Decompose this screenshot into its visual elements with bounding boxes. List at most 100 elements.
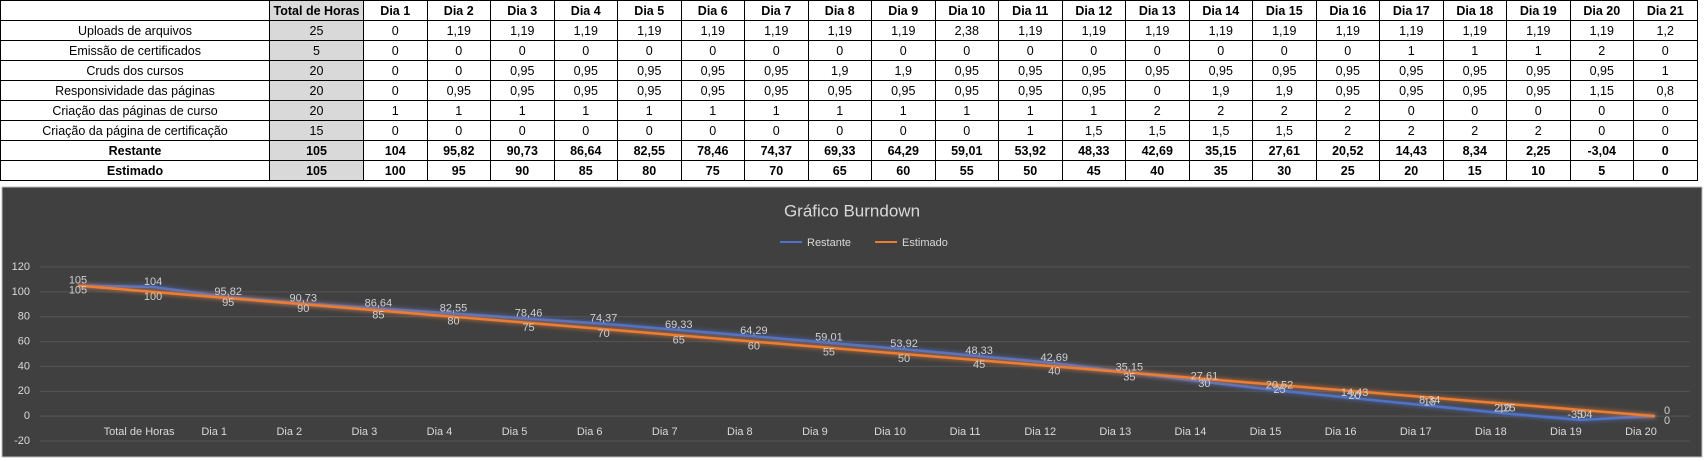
data-label: 60 bbox=[748, 340, 760, 352]
header-cell: Dia 14 bbox=[1188, 0, 1253, 21]
y-tick-label: -20 bbox=[14, 435, 30, 447]
header-cell: Dia 11 bbox=[998, 0, 1063, 21]
table-cell: 1 bbox=[1061, 100, 1126, 121]
chart-background bbox=[1, 186, 1703, 458]
table-cell: 0 bbox=[363, 60, 428, 81]
table-cell: 0 bbox=[744, 120, 809, 141]
table-cell: 1,19 bbox=[1379, 20, 1444, 41]
data-label: 50 bbox=[898, 353, 910, 365]
x-tick-label: Dia 17 bbox=[1400, 426, 1432, 438]
x-tick-label: Dia 10 bbox=[874, 426, 906, 438]
table-cell: 0 bbox=[1379, 100, 1444, 121]
row-label: Cruds dos cursos bbox=[0, 60, 270, 81]
y-tick-label: 120 bbox=[12, 261, 30, 273]
table-cell: 53,92 bbox=[998, 140, 1063, 161]
data-label: 53,92 bbox=[890, 338, 918, 350]
table-cell: 20 bbox=[269, 60, 364, 81]
table-cell: 1 bbox=[553, 100, 618, 121]
x-tick-label: Dia 12 bbox=[1024, 426, 1056, 438]
data-label: 0 bbox=[1664, 405, 1670, 417]
x-tick-label: Dia 13 bbox=[1099, 426, 1131, 438]
data-label: 48,33 bbox=[965, 345, 993, 357]
table-cell: 1,19 bbox=[807, 20, 872, 41]
data-label: 15 bbox=[1424, 396, 1436, 408]
table-cell: 0 bbox=[744, 40, 809, 61]
table-cell: 60 bbox=[871, 160, 936, 181]
data-label: 105 bbox=[69, 275, 87, 287]
table-cell: 0 bbox=[553, 40, 618, 61]
table-cell: 1,9 bbox=[1252, 80, 1317, 101]
table-cell: 0,95 bbox=[744, 60, 809, 81]
table-cell: 1 bbox=[998, 120, 1063, 141]
table-cell: 75 bbox=[680, 160, 745, 181]
table-cell: 30 bbox=[1252, 160, 1317, 181]
table-cell: 0 bbox=[1633, 120, 1698, 141]
table-cell: 0 bbox=[871, 40, 936, 61]
header-cell: Dia 2 bbox=[426, 0, 491, 21]
table-cell: 0 bbox=[1633, 160, 1698, 181]
chart-title: Gráfico Burndown bbox=[784, 201, 920, 220]
table-cell: 0,95 bbox=[1061, 60, 1126, 81]
table-cell: 10 bbox=[1506, 160, 1571, 181]
table-cell: 0,95 bbox=[1061, 80, 1126, 101]
chart: Gráfico Burndown -20020406080100120Total… bbox=[1, 186, 1703, 458]
table-cell: 0 bbox=[998, 40, 1063, 61]
table-cell: 42,69 bbox=[1125, 140, 1190, 161]
table-cell: 0,95 bbox=[1315, 60, 1380, 81]
table-cell: 0 bbox=[490, 40, 555, 61]
table-cell: 1 bbox=[1379, 40, 1444, 61]
table-cell: 20 bbox=[269, 80, 364, 101]
table-cell: 90 bbox=[490, 160, 555, 181]
series-line bbox=[77, 284, 1656, 418]
table-cell: 2 bbox=[1125, 100, 1190, 121]
data-label: 27,61 bbox=[1191, 371, 1219, 383]
data-label: 30 bbox=[1198, 378, 1210, 390]
data-label: 69,33 bbox=[665, 319, 693, 331]
table-cell: 85 bbox=[553, 160, 618, 181]
data-label: 20 bbox=[1348, 390, 1360, 402]
data-label: 0 bbox=[1664, 415, 1670, 427]
table-cell: 0 bbox=[1061, 40, 1126, 61]
table-cell: 0 bbox=[426, 120, 491, 141]
row-label: Criação das páginas de curso bbox=[0, 100, 270, 121]
x-tick-label: Dia 2 bbox=[276, 426, 302, 438]
table-cell: 74,37 bbox=[744, 140, 809, 161]
x-tick-label: Dia 20 bbox=[1625, 426, 1657, 438]
table-cell: 55 bbox=[934, 160, 999, 181]
table-cell: 0 bbox=[1569, 100, 1634, 121]
data-label: 70 bbox=[598, 328, 610, 340]
table-cell: 1,15 bbox=[1569, 80, 1634, 101]
x-tick-label: Dia 18 bbox=[1475, 426, 1507, 438]
x-tick-label: Dia 5 bbox=[502, 426, 528, 438]
data-label: 104 bbox=[144, 276, 162, 288]
table-cell: 5 bbox=[269, 40, 364, 61]
row-label: Emissão de certificados bbox=[0, 40, 270, 61]
y-tick-label: 0 bbox=[24, 410, 30, 422]
y-tick-label: 40 bbox=[18, 360, 30, 372]
row-label: Estimado bbox=[0, 160, 270, 181]
table-cell: 2 bbox=[1252, 100, 1317, 121]
y-tick-label: 80 bbox=[18, 311, 30, 323]
row-label: Restante bbox=[0, 140, 270, 161]
table-cell: 0,95 bbox=[490, 60, 555, 81]
table-cell: 65 bbox=[807, 160, 872, 181]
table-cell: 1,19 bbox=[1506, 20, 1571, 41]
table-cell: 0,95 bbox=[871, 80, 936, 101]
data-label: 74,37 bbox=[590, 313, 618, 325]
table-cell: 0,95 bbox=[1125, 60, 1190, 81]
data-label: 80 bbox=[447, 316, 459, 328]
series-line bbox=[77, 284, 1656, 422]
table-cell: 59,01 bbox=[934, 140, 999, 161]
table-cell: 0,95 bbox=[998, 60, 1063, 81]
table-cell: 0 bbox=[680, 120, 745, 141]
table-cell: 0 bbox=[363, 20, 428, 41]
table-cell: 0 bbox=[553, 120, 618, 141]
table-cell: 0,95 bbox=[1569, 60, 1634, 81]
table-cell: 1 bbox=[1442, 40, 1507, 61]
table-cell: 1,19 bbox=[1252, 20, 1317, 41]
row-label: Responsividade das páginas bbox=[0, 80, 270, 101]
table-cell: 14,43 bbox=[1379, 140, 1444, 161]
table-cell: 2 bbox=[1315, 120, 1380, 141]
table-cell: 0,95 bbox=[1442, 60, 1507, 81]
